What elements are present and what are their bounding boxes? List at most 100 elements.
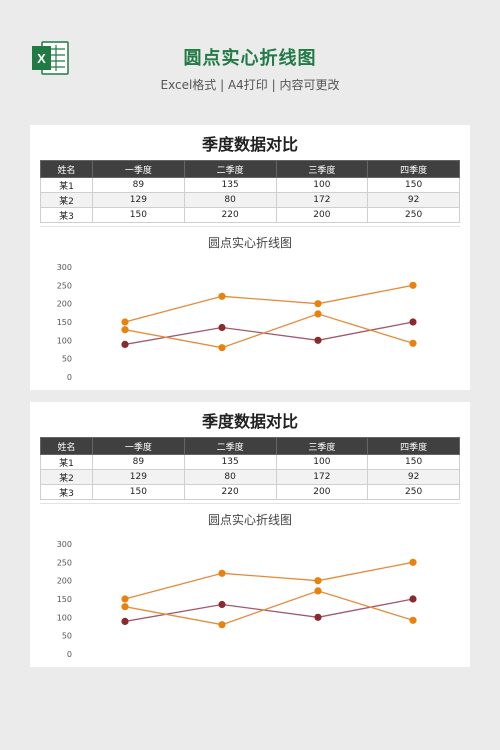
data-point-1-4	[409, 318, 417, 326]
data-point-3-4	[409, 281, 417, 289]
page-title: 圆点实心折线图	[183, 48, 317, 69]
data-point-2-2	[218, 621, 226, 629]
page-subtitle: Excel格式 | A4打印 | 内容可更改	[160, 78, 340, 92]
table-cell: 100	[275, 177, 369, 193]
data-point-1-2	[218, 600, 226, 609]
data-point-3-3	[314, 577, 322, 585]
series-line-3	[124, 284, 414, 323]
table-row: 某1 89 135 100 150	[40, 454, 460, 470]
line-chart: 圆点实心折线图 0 50 100 150 200 250 300	[57, 512, 417, 659]
table-cell: 250	[367, 207, 460, 223]
table-cell: 135	[183, 454, 277, 470]
table-row: 某2 129 80 172 92	[40, 469, 460, 485]
table-cell: 80	[183, 469, 277, 485]
header-cell: 一季度	[92, 437, 185, 455]
table-cell: 某3	[40, 207, 93, 223]
table-cell: 150	[367, 177, 460, 193]
divider	[40, 503, 460, 504]
table-row: 某2 129 80 172 92	[40, 192, 460, 208]
table-cell: 某1	[40, 454, 93, 470]
data-point-2-2	[218, 344, 226, 352]
table-cell: 89	[92, 454, 185, 470]
y-tick-label: 200	[57, 300, 72, 309]
data-point-2-1	[121, 603, 129, 611]
series-line-1	[124, 598, 414, 623]
y-tick-label: 50	[62, 355, 72, 364]
table-cell: 129	[92, 192, 185, 208]
data-point-2-1	[121, 326, 129, 334]
series-line-2	[124, 313, 414, 349]
data-point-1-2	[218, 323, 226, 332]
table-cell: 220	[183, 207, 277, 223]
table-cell: 172	[275, 192, 369, 208]
data-point-1-4	[409, 595, 417, 603]
table-cell: 172	[275, 469, 369, 485]
data-point-3-1	[121, 318, 129, 326]
data-point-3-3	[314, 300, 322, 308]
chart-title: 圆点实心折线图	[208, 235, 292, 250]
header-cell: 四季度	[367, 160, 460, 178]
y-tick-label: 150	[57, 595, 72, 604]
table-cell: 200	[275, 207, 369, 223]
table-cell: 150	[92, 207, 185, 223]
chart-title: 圆点实心折线图	[208, 512, 292, 527]
data-point-2-4	[409, 616, 417, 624]
data-point-3-2	[218, 292, 226, 300]
data-point-1-1	[121, 340, 129, 348]
series-line-1	[124, 321, 414, 346]
data-point-2-3	[314, 587, 322, 595]
y-tick-label: 150	[57, 318, 72, 327]
excel-icon: X	[32, 41, 69, 75]
header-cell: 姓名	[40, 160, 93, 178]
table-cell: 某2	[40, 469, 93, 485]
table-cell: 某2	[40, 192, 93, 208]
y-tick-label: 50	[62, 632, 72, 641]
data-point-3-2	[218, 569, 226, 577]
table-row: 某3 150 220 200 250	[40, 484, 460, 500]
header-cell: 二季度	[183, 160, 277, 178]
table-row: 某1 89 135 100 150	[40, 177, 460, 193]
table-cell: 150	[92, 484, 185, 500]
y-tick-label: 250	[57, 558, 72, 567]
sheet-title: 季度数据对比	[201, 412, 298, 431]
data-point-2-4	[409, 339, 417, 347]
divider	[40, 226, 460, 227]
svg-text:X: X	[37, 51, 46, 66]
data-point-1-3	[314, 336, 322, 344]
data-point-1-3	[314, 613, 322, 621]
data-point-1-1	[121, 617, 129, 625]
table-cell: 250	[367, 484, 460, 500]
table-row: 某3 150 220 200 250	[40, 207, 460, 223]
table-cell: 92	[367, 192, 460, 208]
data-point-3-1	[121, 595, 129, 603]
y-tick-label: 100	[57, 613, 72, 622]
table-cell: 220	[183, 484, 277, 500]
data-point-3-4	[409, 558, 417, 566]
data-point-2-3	[314, 310, 322, 318]
data-table: 姓名 一季度 二季度 三季度 四季度 某1 89 135 100 150 某2 …	[40, 437, 460, 500]
header-cell: 姓名	[40, 437, 93, 455]
header-cell: 四季度	[367, 437, 460, 455]
sheet-card-1: 季度数据对比 姓名 一季度 二季度 三季度 四季度 某1 89 135 100 …	[30, 125, 470, 390]
sheet-card-2: 季度数据对比 姓名 一季度 二季度 三季度 四季度 某1 89 135 100 …	[30, 402, 470, 667]
table-cell: 150	[367, 454, 460, 470]
header-cell: 三季度	[275, 160, 369, 178]
table-header-row: 姓名 一季度 二季度 三季度 四季度	[40, 437, 460, 455]
table-header-row: 姓名 一季度 二季度 三季度 四季度	[40, 160, 460, 178]
table-cell: 129	[92, 469, 185, 485]
table-cell: 80	[183, 192, 277, 208]
data-table: 姓名 一季度 二季度 三季度 四季度 某1 89 135 100 150 某2 …	[40, 160, 460, 223]
series-line-3	[124, 561, 414, 600]
y-tick-label: 300	[57, 540, 72, 549]
table-cell: 某3	[40, 484, 93, 500]
table-cell: 135	[183, 177, 277, 193]
line-chart: 圆点实心折线图 0 50 100 150 200 250 300	[57, 235, 417, 382]
header-cell: 二季度	[183, 437, 277, 455]
y-tick-label: 100	[57, 336, 72, 345]
table-cell: 某1	[40, 177, 93, 193]
table-cell: 200	[275, 484, 369, 500]
y-tick-label: 0	[67, 373, 72, 382]
y-tick-label: 200	[57, 577, 72, 586]
page-header: X 圆点实心折线图 Excel格式 | A4打印 | 内容可更改	[0, 0, 500, 110]
table-cell: 89	[92, 177, 185, 193]
